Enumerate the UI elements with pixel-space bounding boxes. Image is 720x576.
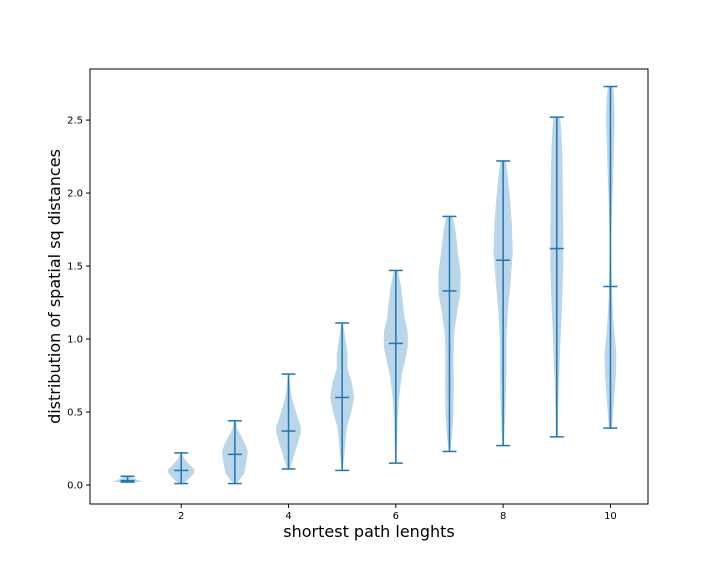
x-tick-label: 10 [604, 511, 617, 522]
x-tick-label: 6 [393, 511, 399, 522]
y-tick-label: 2.5 [67, 116, 83, 127]
violin-8 [493, 160, 513, 447]
y-tick-label: 0.0 [67, 481, 83, 492]
x-tick-label: 8 [500, 511, 506, 522]
y-axis-ticks: 0.0 0.5 1.0 1.5 2.0 2.5 [67, 116, 90, 492]
violins-layer [111, 85, 618, 485]
x-axis-ticks: 2 4 6 8 10 [178, 504, 617, 522]
plot-frame [89, 68, 649, 505]
violin-1 [111, 475, 144, 483]
violin-2 [167, 452, 195, 485]
violin-6 [383, 269, 408, 464]
x-axis-label: shortest path lenghts [283, 522, 454, 541]
y-tick-label: 2.0 [67, 189, 83, 200]
y-axis-label: distribution of spatial sq distances [45, 149, 64, 424]
violin-7 [438, 215, 461, 453]
violin-3 [221, 420, 248, 485]
axes-frame [89, 68, 649, 505]
y-tick-label: 0.5 [67, 408, 83, 419]
x-tick-label: 2 [178, 511, 184, 522]
x-tick-label: 4 [285, 511, 291, 522]
violin-9 [549, 116, 564, 438]
y-tick-label: 1.0 [67, 335, 83, 346]
y-tick-label: 1.5 [67, 262, 83, 273]
violin-4 [276, 373, 301, 470]
violin-5 [330, 322, 355, 472]
violin-10 [603, 85, 618, 429]
